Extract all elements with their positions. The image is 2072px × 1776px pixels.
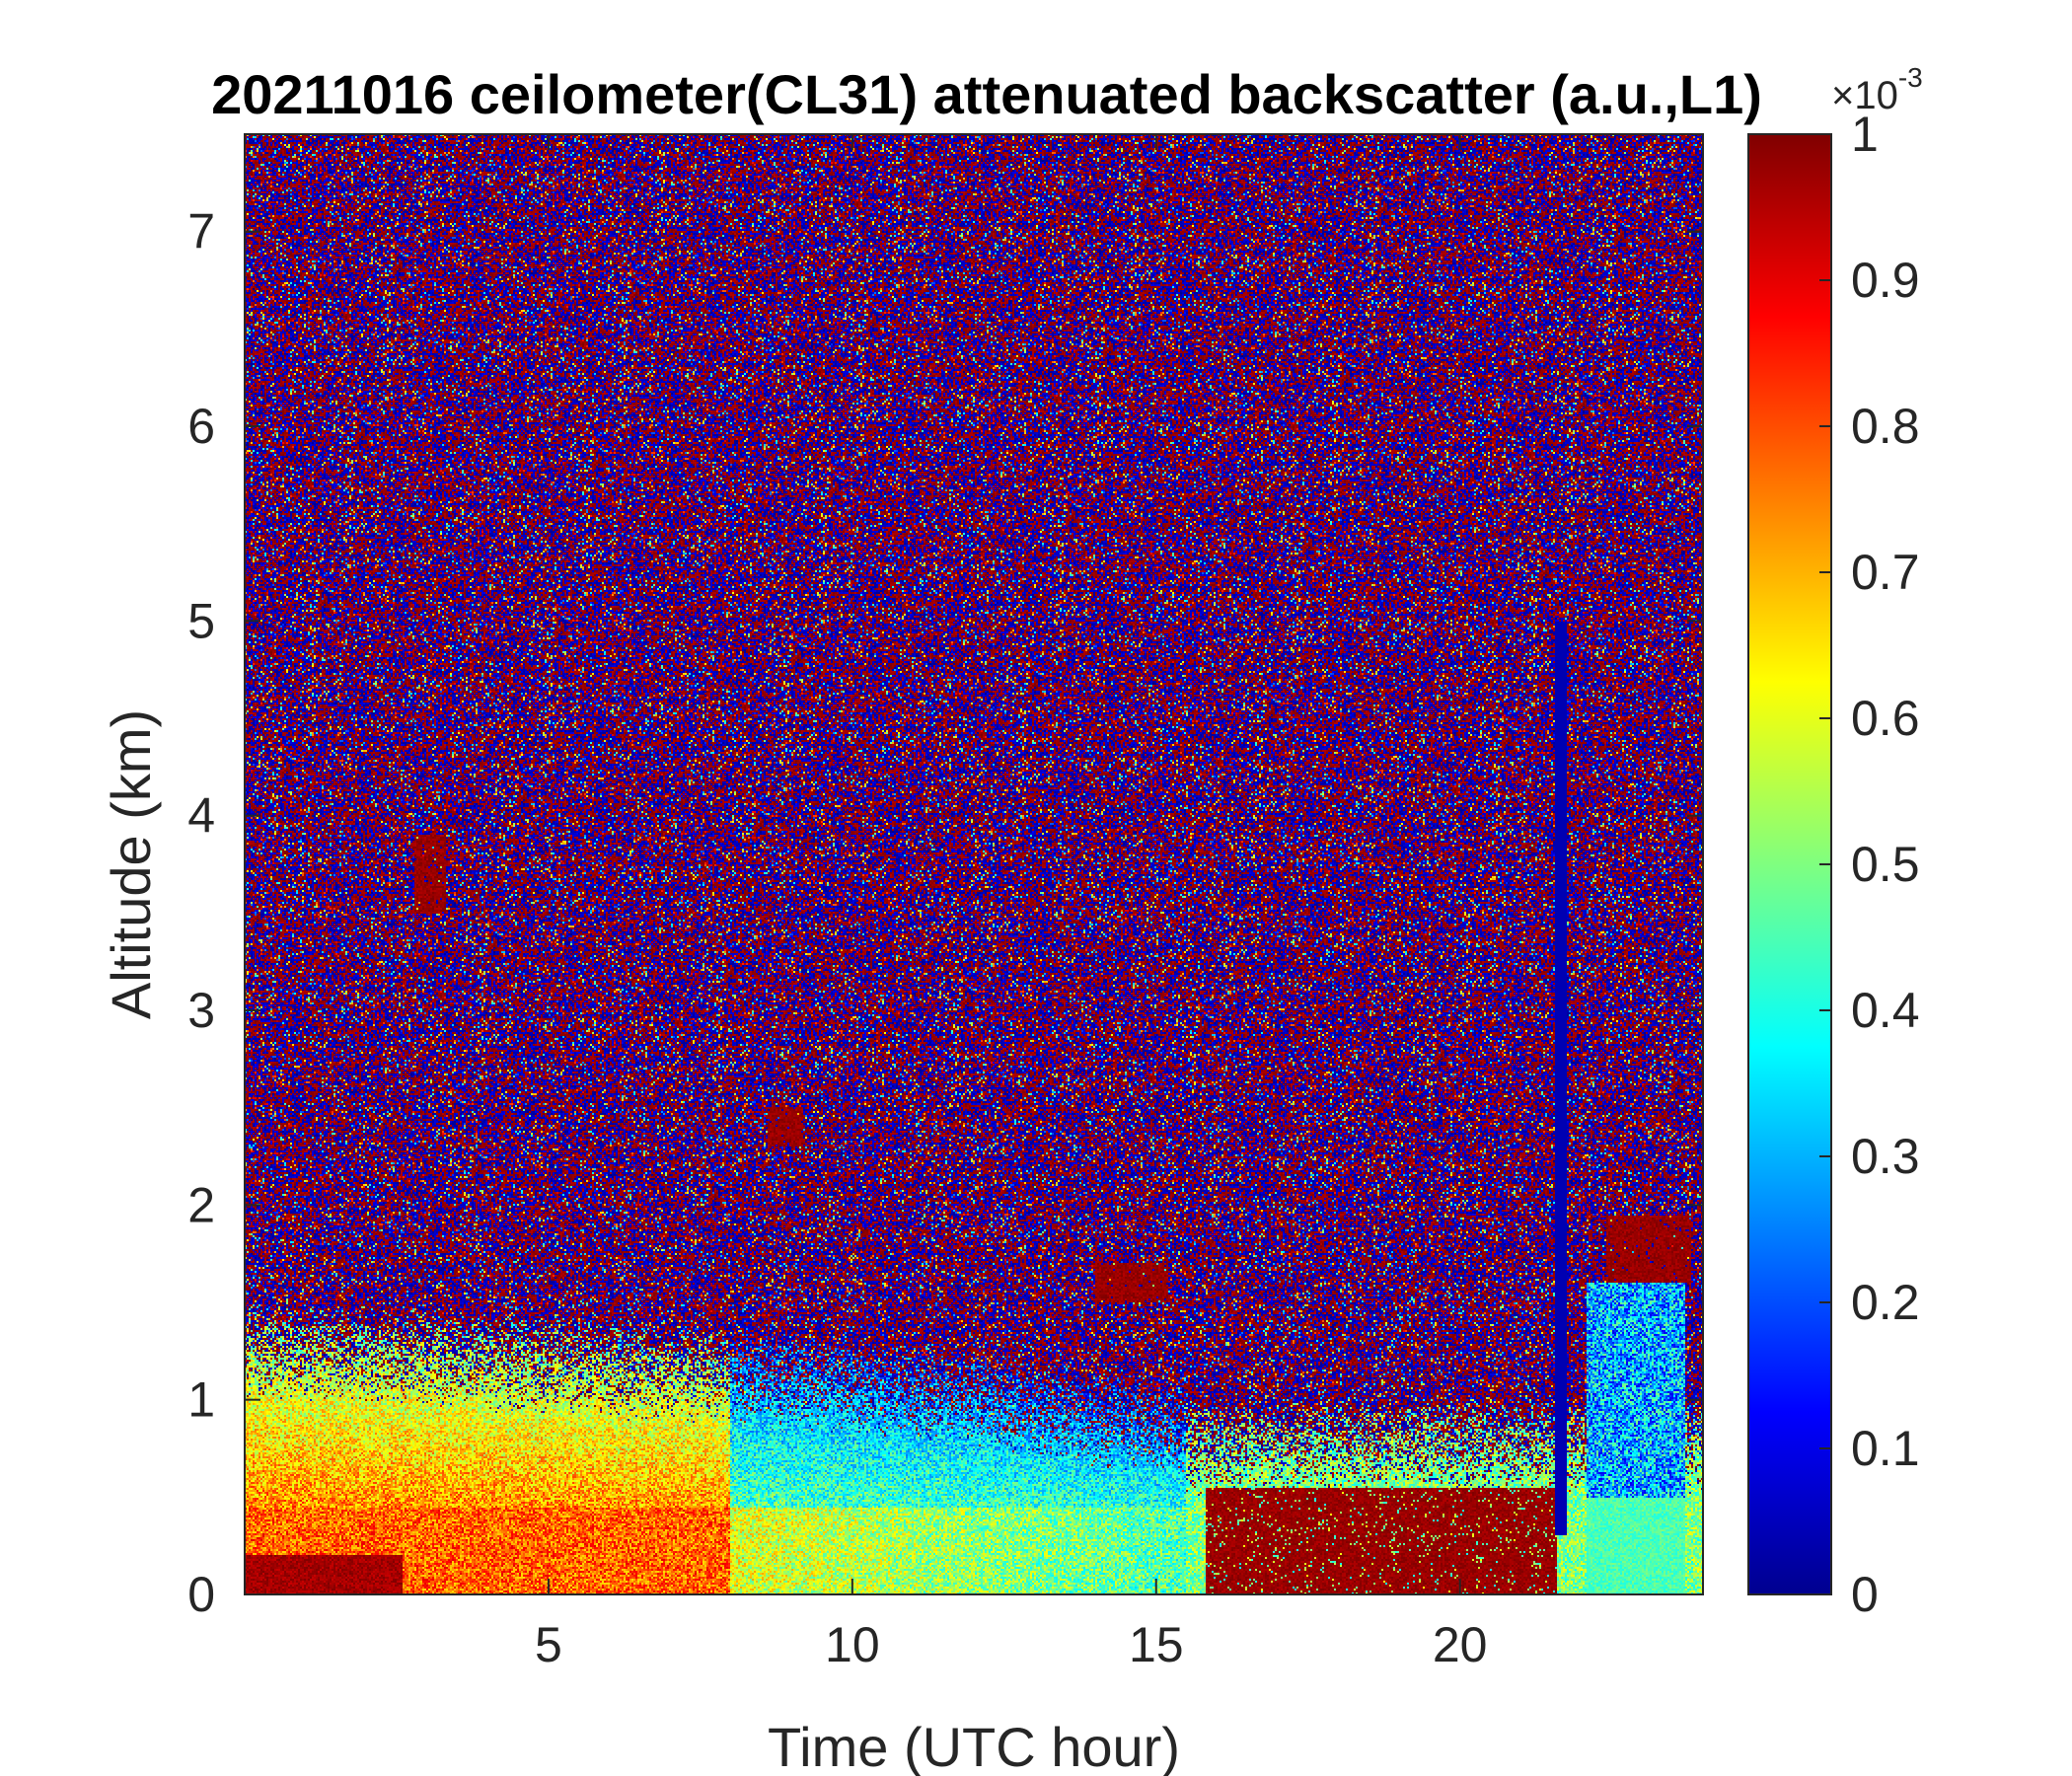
colorbar-tick-label: 0.6 (1851, 691, 1920, 746)
colorbar-tick-label: 0.3 (1851, 1129, 1920, 1184)
colorbar-tick-label: 0.5 (1851, 837, 1920, 892)
colorbar-tick-label: 0.4 (1851, 983, 1920, 1038)
x-axis: 5 10 15 20 (535, 134, 1487, 1672)
y-tick-label: 6 (187, 399, 215, 454)
colorbar-tick-label: 0.2 (1851, 1275, 1920, 1330)
colorbar-tick-label: 0.1 (1851, 1421, 1920, 1476)
plot-area: 5 10 15 20 0 1 2 3 4 5 6 7 (187, 133, 1704, 1672)
x-tick-label: 5 (535, 1617, 562, 1672)
colorbar-tick-label: 0.9 (1851, 253, 1920, 308)
colorbar-tick-label: 0.7 (1851, 545, 1920, 600)
y-tick-label: 5 (187, 593, 215, 648)
colorbar-gradient (1747, 133, 1832, 1595)
colorbar-tick-label: 1 (1851, 107, 1879, 162)
chart-title: 20211016 ceilometer(CL31) attenuated bac… (211, 63, 1762, 125)
colorbar-ticks: 0 0.1 0.2 0.3 0.4 0.5 0.6 0.7 0.8 0.9 1 (1819, 107, 1920, 1622)
y-tick-label: 0 (187, 1567, 215, 1622)
y-tick-label: 1 (187, 1372, 215, 1428)
backscatter-heatmap (245, 134, 1703, 1594)
y-axis-label: Altitude (km) (100, 709, 162, 1019)
x-tick-label: 20 (1433, 1617, 1488, 1672)
colorbar-multiplier: ×10-3 (1831, 62, 1923, 117)
colorbar: 0 0.1 0.2 0.3 0.4 0.5 0.6 0.7 0.8 0.9 1 ×10-3 (1747, 62, 1923, 1622)
x-tick-label: 10 (825, 1617, 880, 1672)
colorbar-tick-label: 0 (1851, 1567, 1879, 1622)
x-axis-label: Time (UTC hour) (768, 1716, 1180, 1776)
y-tick-label: 3 (187, 983, 215, 1038)
plot-frame (244, 133, 1704, 1595)
y-tick-label: 2 (187, 1177, 215, 1232)
y-tick-label: 7 (187, 204, 215, 259)
colorbar-tick-label: 0.8 (1851, 399, 1920, 454)
y-axis: 0 1 2 3 4 5 6 7 (187, 204, 1703, 1622)
y-tick-label: 4 (187, 788, 215, 844)
x-tick-label: 15 (1129, 1617, 1184, 1672)
